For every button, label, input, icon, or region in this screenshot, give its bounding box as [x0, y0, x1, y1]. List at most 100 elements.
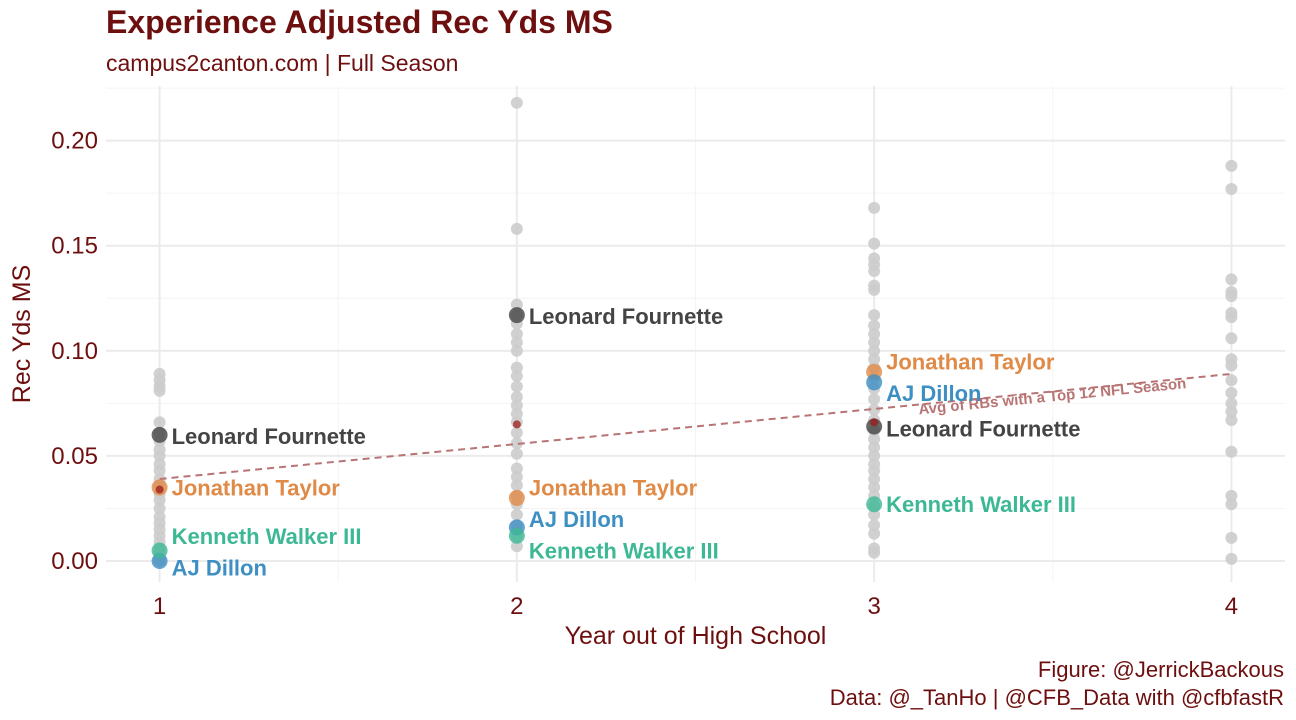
background-point	[510, 222, 523, 235]
background-point	[1225, 405, 1238, 418]
background-point	[510, 298, 523, 311]
player-point	[866, 496, 883, 513]
avg-point	[155, 485, 164, 494]
background-point	[1225, 332, 1238, 345]
player-point	[151, 426, 168, 443]
player-point	[866, 374, 883, 391]
player-point	[151, 542, 168, 559]
background-point	[1225, 445, 1238, 458]
player-label: Jonathan Taylor	[886, 349, 1055, 374]
background-point	[153, 494, 166, 507]
y-tick-label: 0.05	[51, 443, 98, 470]
background-point	[868, 441, 881, 454]
background-point	[153, 384, 166, 397]
background-point	[510, 508, 523, 521]
background-point	[868, 433, 881, 446]
avg-point	[512, 420, 521, 429]
background-point	[868, 519, 881, 532]
player-label: Leonard Fournette	[886, 417, 1080, 442]
background-point	[868, 264, 881, 277]
background-point	[1225, 386, 1238, 399]
x-tick-label: 3	[867, 593, 880, 620]
player-point	[866, 418, 883, 435]
background-point	[868, 309, 881, 322]
background-point	[1225, 159, 1238, 172]
background-point	[868, 344, 881, 357]
background-point	[510, 470, 523, 483]
background-point	[510, 399, 523, 412]
background-point	[1225, 414, 1238, 427]
background-point	[510, 336, 523, 349]
background-point	[868, 336, 881, 349]
background-point	[868, 201, 881, 214]
background-point	[510, 344, 523, 357]
background-point	[868, 464, 881, 477]
background-point	[510, 391, 523, 404]
chart-title: Experience Adjusted Rec Yds MS	[106, 4, 613, 40]
player-label: AJ Dillon	[529, 507, 624, 532]
player-label: Leonard Fournette	[529, 304, 723, 329]
background-point	[868, 473, 881, 486]
x-axis-title: Year out of High School	[565, 622, 827, 650]
background-point	[510, 426, 523, 439]
background-point	[868, 328, 881, 340]
background-point	[1225, 531, 1238, 544]
background-point	[1225, 397, 1238, 410]
background-point	[868, 546, 881, 559]
data-credit: Data: @_TanHo | @CFB_Data with @cfbfastR	[829, 685, 1284, 710]
background-point	[510, 437, 523, 450]
background-point	[868, 353, 881, 366]
chart-subtitle: campus2canton.com | Full Season	[106, 50, 459, 76]
background-point	[510, 462, 523, 475]
background-point	[868, 527, 881, 540]
background-point	[510, 479, 523, 492]
x-tick-label: 2	[510, 593, 523, 620]
background-point	[868, 403, 881, 416]
background-point	[868, 283, 881, 296]
player-label: Kenneth Walker III	[529, 538, 719, 563]
background-point	[868, 449, 881, 462]
background-point	[510, 96, 523, 109]
background-point	[510, 370, 523, 383]
background-point	[1225, 359, 1238, 372]
background-point	[510, 361, 523, 374]
background-point	[868, 319, 881, 332]
y-axis-title: Rec Yds MS	[8, 265, 36, 403]
player-label: Leonard Fournette	[172, 424, 366, 449]
background-point	[868, 481, 881, 494]
background-point	[1225, 182, 1238, 195]
player-label: Kenneth Walker III	[172, 524, 362, 549]
figure-credit: Figure: @JerrickBackous	[1037, 657, 1284, 682]
background-point	[1225, 489, 1238, 502]
background-point	[1225, 290, 1238, 303]
background-point	[1225, 552, 1238, 565]
background-point	[510, 447, 523, 460]
background-point	[1225, 311, 1238, 324]
chart-caption: Figure: @JerrickBackous Data: @_TanHo | …	[830, 656, 1284, 712]
background-point	[1225, 498, 1238, 511]
player-label: AJ Dillon	[172, 555, 267, 580]
y-tick-label: 0.00	[51, 548, 98, 575]
background-point	[1225, 374, 1238, 387]
background-point	[510, 380, 523, 393]
player-label: AJ Dillon	[886, 381, 981, 406]
background-point	[510, 540, 523, 553]
background-point	[153, 449, 166, 462]
background-point	[510, 407, 523, 420]
y-tick-label: 0.15	[51, 233, 98, 260]
y-tick-label: 0.10	[51, 338, 98, 365]
y-tick-label: 0.20	[51, 128, 98, 155]
player-label: Kenneth Walker III	[886, 492, 1076, 517]
background-point	[153, 416, 166, 429]
x-tick-label: 4	[1225, 593, 1238, 620]
background-point	[153, 502, 166, 515]
player-point	[508, 527, 525, 544]
background-point	[1225, 273, 1238, 286]
background-point	[153, 464, 166, 477]
avg-point	[870, 418, 879, 427]
player-label: Jonathan Taylor	[172, 475, 341, 500]
x-tick-label: 1	[153, 593, 166, 620]
background-point	[510, 328, 523, 340]
background-point	[868, 393, 881, 406]
